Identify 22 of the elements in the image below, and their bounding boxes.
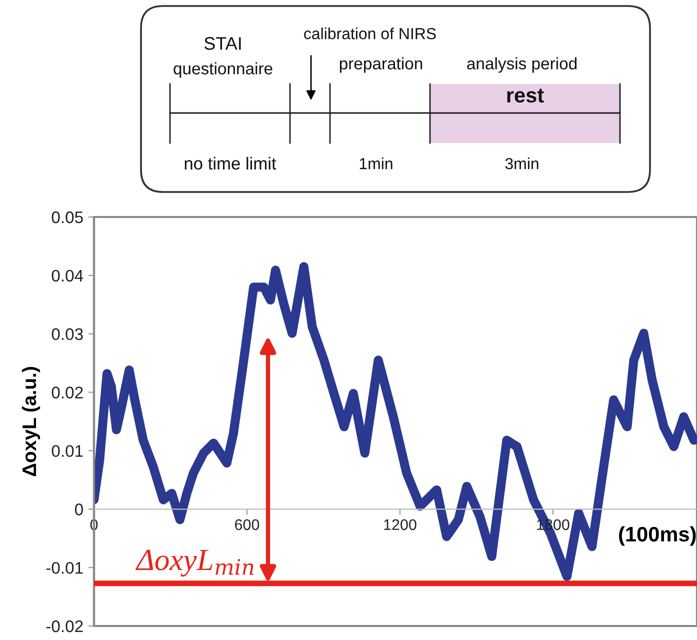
y-tick-label: -0.02 (46, 620, 83, 632)
text: rest (507, 88, 544, 103)
y-tick-label: 0.01 (52, 445, 83, 457)
y-tick-label: 0.02 (52, 386, 83, 398)
text: preparation (340, 57, 422, 73)
y-tick-label: 0.03 (52, 328, 83, 340)
annotation: ΔoxyL$_{min}$ (135, 550, 254, 577)
y-tick-label: 0 (74, 504, 83, 516)
y-tick-label: 0.05 (52, 211, 83, 224)
text: no time limit (184, 156, 276, 170)
text: calibration of NIRS (304, 28, 436, 40)
text: questionnaire (174, 62, 272, 78)
x-axis-title: (100ms) (619, 526, 696, 546)
text: STAI (204, 37, 241, 50)
text: 3min (505, 158, 538, 170)
y-tick-label: -0.01 (46, 562, 83, 574)
y-axis-title: ΔoxyL (a.u.) (22, 367, 40, 476)
x-tick-label: 1200 (384, 519, 416, 530)
x-tick-label: 600 (235, 519, 260, 530)
y-tick-label: 0.04 (52, 270, 84, 282)
text: analysis period (467, 57, 577, 73)
text: 1min (360, 158, 392, 170)
